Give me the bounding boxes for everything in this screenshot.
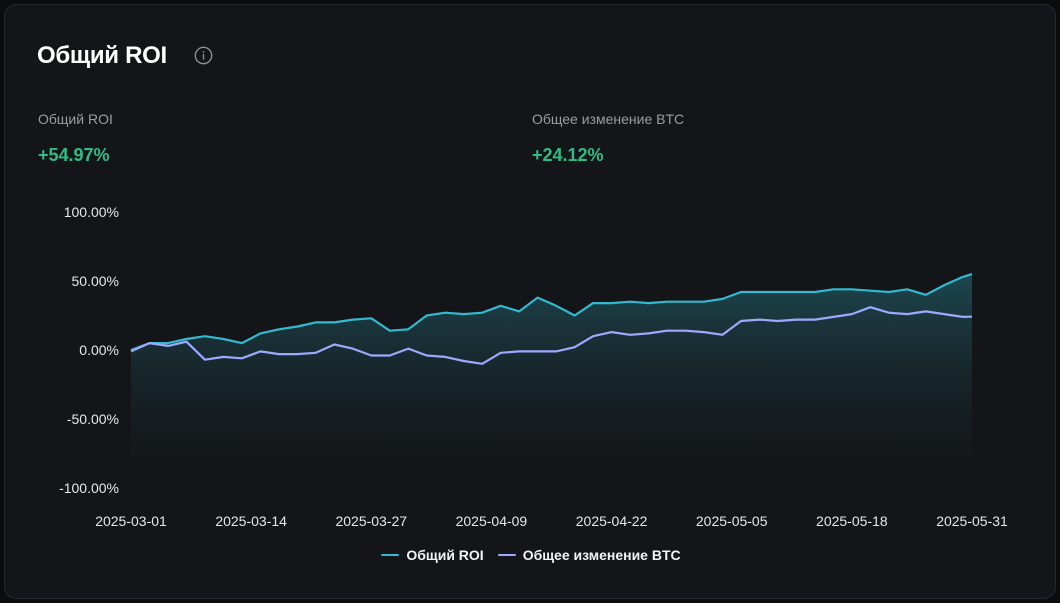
x-tick-label: 2025-05-31 [936,513,1008,529]
btc-stat-label: Общее изменение BTC [532,111,685,127]
legend-item-roi[interactable]: Общий ROI [381,547,484,563]
info-icon[interactable] [194,46,213,65]
y-tick-label: -50.00% [67,411,119,427]
roi-stat-value: +54.97% [38,145,110,165]
y-tick-label: -100.00% [59,480,119,496]
legend-swatch-roi [381,554,400,556]
y-tick-label: 50.00% [72,273,119,289]
legend-swatch-btc [497,554,516,556]
y-tick-label: 100.00% [64,204,119,220]
legend-item-btc[interactable]: Общее изменение BTC [497,547,681,563]
roi-card: Общий ROI Общий ROI +54.97% Общее измене… [4,4,1056,599]
y-tick-label: 0.00% [79,342,119,358]
legend-label-roi: Общий ROI [406,547,484,563]
x-tick-label: 2025-04-22 [576,513,648,529]
btc-series-line [130,306,973,365]
chart-legend: Общий ROI Общее изменение BTC [5,547,1057,563]
x-tick-label: 2025-05-18 [816,513,888,529]
x-tick-label: 2025-03-27 [335,513,407,529]
btc-stat-value: +24.12% [532,145,604,165]
card-title: Общий ROI [37,42,167,69]
roi-series-line [130,273,973,352]
x-tick-label: 2025-05-05 [696,513,768,529]
legend-label-btc: Общее изменение BTC [522,547,681,563]
roi-stat-label: Общий ROI [38,111,113,127]
x-tick-label: 2025-04-09 [456,513,528,529]
x-tick-label: 2025-03-01 [95,513,167,529]
x-tick-label: 2025-03-14 [215,513,287,529]
roi-line-chart: 100.00% 50.00% 0.00% -50.00% -100.00% 2025-0… [59,204,1008,529]
roi-area-fill [131,274,972,488]
